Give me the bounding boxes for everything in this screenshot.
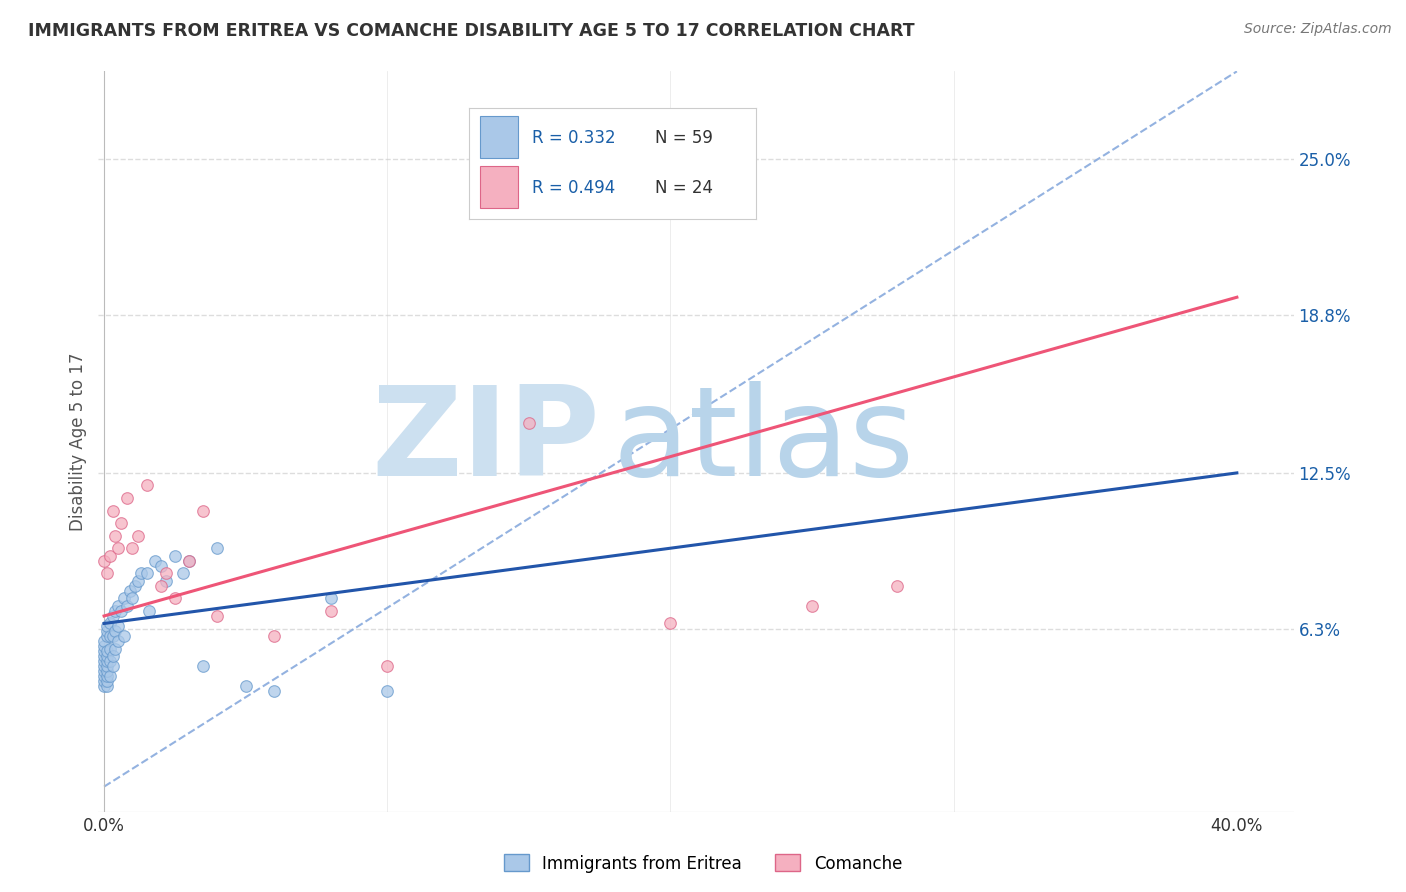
- Point: [96, 619, 118, 633]
- Point: [107, 599, 129, 613]
- Point: [207, 541, 229, 556]
- Point: [177, 554, 200, 568]
- Point: [93, 669, 115, 683]
- Point: [98, 629, 121, 643]
- Point: [207, 609, 229, 624]
- Point: [138, 604, 160, 618]
- Point: [118, 583, 141, 598]
- Point: [135, 478, 157, 492]
- Point: [112, 591, 135, 606]
- Point: [93, 679, 115, 693]
- Point: [263, 629, 285, 643]
- Point: [149, 579, 172, 593]
- Text: IMMIGRANTS FROM ERITREA VS COMANCHE DISABILITY AGE 5 TO 17 CORRELATION CHART: IMMIGRANTS FROM ERITREA VS COMANCHE DISA…: [28, 22, 915, 40]
- Point: [93, 639, 115, 653]
- Text: atlas: atlas: [613, 381, 914, 502]
- Point: [163, 591, 186, 606]
- Point: [96, 624, 118, 638]
- Point: [135, 566, 157, 581]
- Point: [107, 619, 129, 633]
- Point: [115, 491, 138, 505]
- Point: [96, 669, 118, 683]
- Point: [96, 644, 118, 658]
- Point: [107, 634, 129, 648]
- Point: [93, 659, 115, 673]
- Point: [110, 604, 132, 618]
- Text: Source: ZipAtlas.com: Source: ZipAtlas.com: [1244, 22, 1392, 37]
- Point: [121, 591, 143, 606]
- Point: [104, 529, 127, 543]
- Point: [98, 669, 121, 683]
- Point: [98, 616, 121, 631]
- Point: [235, 679, 257, 693]
- Point: [96, 679, 118, 693]
- Point: [319, 604, 342, 618]
- Point: [163, 549, 186, 563]
- Point: [149, 558, 172, 573]
- Point: [124, 579, 146, 593]
- Point: [93, 644, 115, 658]
- Point: [127, 529, 149, 543]
- Point: [659, 616, 682, 631]
- Point: [801, 599, 824, 613]
- Point: [104, 604, 127, 618]
- Point: [98, 654, 121, 668]
- Point: [121, 541, 143, 556]
- Y-axis label: Disability Age 5 to 17: Disability Age 5 to 17: [69, 352, 87, 531]
- Point: [101, 503, 124, 517]
- Point: [517, 416, 540, 430]
- Point: [177, 554, 200, 568]
- Point: [101, 649, 124, 664]
- Point: [319, 591, 342, 606]
- Point: [375, 659, 398, 673]
- Point: [96, 654, 118, 668]
- Point: [110, 516, 132, 530]
- Point: [93, 649, 115, 664]
- Point: [127, 574, 149, 588]
- Point: [193, 659, 215, 673]
- Point: [115, 599, 138, 613]
- Point: [93, 634, 115, 648]
- Point: [172, 566, 194, 581]
- Point: [93, 554, 115, 568]
- Point: [93, 654, 115, 668]
- Point: [93, 664, 115, 678]
- Point: [107, 541, 129, 556]
- Point: [101, 609, 124, 624]
- Point: [93, 674, 115, 689]
- Text: ZIP: ZIP: [371, 381, 600, 502]
- Point: [96, 664, 118, 678]
- Point: [155, 566, 177, 581]
- Point: [101, 659, 124, 673]
- Point: [98, 641, 121, 656]
- Point: [263, 684, 285, 698]
- Point: [101, 629, 124, 643]
- Point: [96, 649, 118, 664]
- Point: [98, 549, 121, 563]
- Point: [96, 566, 118, 581]
- Point: [104, 624, 127, 638]
- Point: [886, 579, 908, 593]
- Point: [96, 629, 118, 643]
- Point: [104, 641, 127, 656]
- Point: [143, 554, 166, 568]
- Point: [193, 503, 215, 517]
- Point: [96, 659, 118, 673]
- Point: [112, 629, 135, 643]
- Point: [155, 574, 177, 588]
- Point: [96, 674, 118, 689]
- Point: [129, 566, 152, 581]
- Point: [375, 684, 398, 698]
- Legend: Immigrants from Eritrea, Comanche: Immigrants from Eritrea, Comanche: [498, 847, 908, 880]
